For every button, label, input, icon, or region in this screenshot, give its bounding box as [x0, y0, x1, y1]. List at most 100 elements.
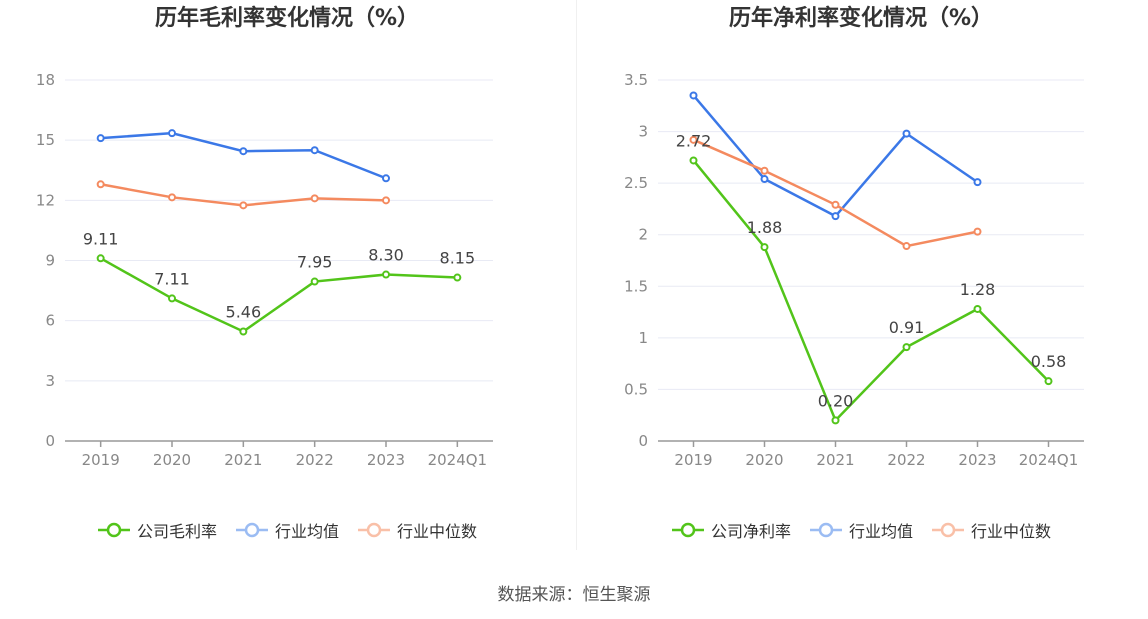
legend-item-company-net-margin[interactable]: 公司净利率: [671, 518, 791, 542]
y-tick-label: 15: [36, 131, 55, 149]
data-point: [973, 304, 982, 313]
x-tick-label: 2024Q1: [1019, 451, 1079, 469]
gross-margin-legend: 公司毛利率 行业均值 行业中位数: [0, 518, 574, 542]
data-point: [831, 416, 840, 425]
legend-item-industry-median[interactable]: 行业中位数: [931, 518, 1051, 542]
data-point: [831, 200, 840, 209]
x-tick-label: 2024Q1: [428, 451, 488, 469]
y-tick-label: 0.5: [624, 380, 648, 398]
data-point: [760, 243, 769, 252]
data-point: [831, 212, 840, 221]
data-label: 1.88: [747, 218, 783, 237]
gross-margin-chart: 历年毛利率变化情况（%） 0 3 6 9 12 15 18 2019 2020 2021 2022 2…: [0, 0, 574, 560]
legend-item-industry-average[interactable]: 行业均值: [235, 518, 339, 542]
data-point: [973, 178, 982, 187]
data-source-note: 数据来源：恒生聚源: [497, 585, 651, 605]
data-point: [239, 147, 248, 156]
legend-swatch-industry-average: [235, 522, 268, 538]
data-point: [310, 277, 319, 286]
data-label: 0.20: [818, 391, 854, 410]
y-tick-label: 2: [638, 226, 648, 244]
data-point: [310, 146, 319, 155]
data-label: 2.72: [676, 131, 712, 150]
data-label: 7.95: [297, 253, 333, 272]
series-line: [100, 257, 458, 333]
gross-margin-chart-title: 历年毛利率变化情况（%）: [154, 6, 420, 31]
y-tick-label: 3: [638, 123, 648, 141]
gross-margin-chart-plot: 0 3 6 9 12 15 18 2019 2020 2021 2022 2023 2024Q1 9.11…: [36, 71, 493, 469]
x-tick-label: 2023: [958, 451, 996, 469]
legend-label-company: 公司毛利率: [136, 522, 217, 541]
legend-label-industry-average: 行业均值: [848, 522, 913, 541]
net-margin-legend: 公司净利率 行业均值 行业中位数: [574, 518, 1148, 542]
series-line: [692, 94, 979, 218]
y-tick-label: 2.5: [624, 174, 648, 192]
data-point: [689, 91, 698, 100]
legend-item-company-gross-margin[interactable]: 公司毛利率: [97, 518, 217, 542]
data-point: [310, 194, 319, 203]
data-point: [902, 242, 911, 251]
legend-label-company: 公司净利率: [710, 522, 791, 541]
legend-label-industry-average: 行业均值: [274, 522, 339, 541]
data-point: [453, 273, 462, 282]
data-point: [382, 174, 390, 183]
x-tick-label: 2023: [367, 451, 405, 469]
series-line: [693, 138, 978, 248]
data-point: [902, 343, 911, 352]
data-point: [382, 196, 390, 205]
y-tick-label: 1.5: [624, 277, 648, 295]
data-point: [239, 327, 248, 336]
y-tick-label: 3: [45, 372, 55, 390]
data-label: 9.11: [83, 229, 119, 248]
data-point: [239, 201, 248, 210]
x-tick-label: 2020: [153, 451, 191, 469]
data-point: [760, 175, 769, 184]
data-point: [760, 166, 769, 175]
x-tick-label: 2021: [224, 451, 262, 469]
panel-divider: [576, 0, 577, 550]
series-line: [692, 159, 1050, 423]
net-margin-chart-plot: 0 0.5 1 1.5 2 2.5 3 3.5 2019 2020 2021 2022 2023 2024…: [624, 71, 1084, 469]
data-point: [96, 134, 105, 143]
data-point: [689, 135, 698, 144]
x-tick-label: 2021: [816, 451, 854, 469]
legend-label-industry-median: 行业中位数: [971, 522, 1052, 541]
x-tick-label: 2019: [82, 451, 120, 469]
y-tick-label: 9: [45, 252, 55, 270]
legend-label-industry-median: 行业中位数: [397, 522, 478, 541]
data-point: [168, 294, 176, 303]
net-margin-chart: 历年净利率变化情况（%） 0 0.5 1 1.5 2 2.5 3 3.5 2019 2020 202…: [574, 0, 1148, 560]
y-tick-label: 0: [638, 432, 648, 450]
data-point: [96, 180, 105, 189]
data-label: 7.11: [154, 269, 190, 288]
legend-item-industry-average[interactable]: 行业均值: [809, 518, 913, 542]
y-tick-label: 12: [36, 191, 55, 209]
data-point: [1044, 377, 1053, 386]
legend-swatch-industry-median: [358, 522, 390, 538]
x-tick-label: 2019: [674, 451, 712, 469]
x-tick-label: 2022: [296, 451, 334, 469]
legend-swatch-company: [671, 522, 704, 538]
net-margin-chart-title: 历年净利率变化情况（%）: [728, 6, 994, 31]
data-label: 0.91: [889, 318, 925, 337]
data-label: 5.46: [226, 302, 262, 321]
data-point: [168, 129, 176, 138]
data-point: [689, 156, 698, 165]
x-tick-label: 2022: [887, 451, 925, 469]
data-label: 8.30: [368, 246, 404, 265]
data-point: [973, 227, 982, 236]
data-label: 8.15: [440, 249, 476, 268]
legend-swatch-industry-median: [932, 522, 964, 538]
data-point: [382, 270, 390, 279]
x-tick-label: 2020: [745, 451, 783, 469]
y-tick-label: 6: [45, 312, 55, 330]
legend-item-industry-median[interactable]: 行业中位数: [357, 518, 477, 542]
y-tick-label: 18: [36, 71, 55, 89]
data-point: [96, 254, 105, 263]
data-point: [168, 193, 176, 202]
y-tick-label: 3.5: [624, 71, 648, 89]
data-label: 0.58: [1031, 352, 1067, 371]
y-tick-label: 1: [638, 329, 648, 347]
y-tick-label: 0: [45, 432, 55, 450]
legend-swatch-company: [97, 522, 130, 538]
